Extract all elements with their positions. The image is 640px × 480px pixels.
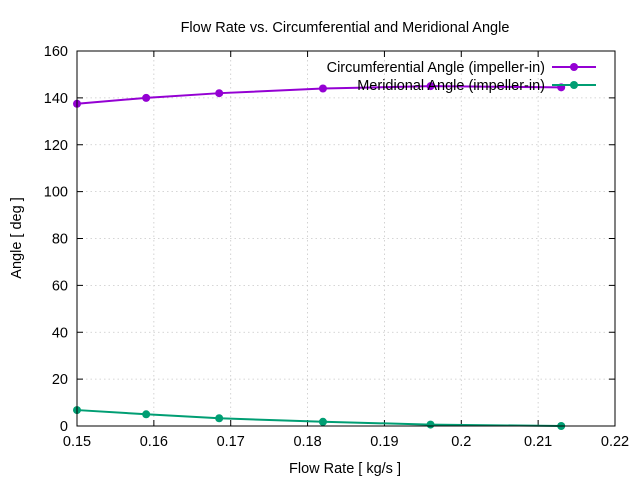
x-tick-label: 0.2 bbox=[451, 434, 471, 450]
y-tick-label: 80 bbox=[52, 232, 68, 248]
legend-marker bbox=[570, 63, 578, 71]
legend-label: Circumferential Angle (impeller-in) bbox=[327, 60, 545, 76]
series-2 bbox=[73, 406, 566, 430]
x-tick-label: 0.16 bbox=[140, 434, 168, 450]
axis-ticks: 0.15 0.16 0.17 0.18 0.19 0.2 0.21 0.22 0 20 40 60 80… bbox=[44, 44, 629, 450]
x-tick-label: 0.21 bbox=[524, 434, 552, 450]
grid-lines bbox=[77, 51, 615, 426]
series-line bbox=[76, 409, 562, 427]
data-point bbox=[142, 93, 151, 102]
y-tick-label: 120 bbox=[44, 138, 68, 154]
chart-title: Flow Rate vs. Circumferential and Meridi… bbox=[181, 20, 510, 36]
legend-label: Meridional Angle (impeller-in) bbox=[357, 78, 545, 94]
series-1 bbox=[73, 82, 566, 108]
data-point bbox=[215, 414, 224, 423]
data-point bbox=[142, 410, 151, 419]
y-tick-label: 100 bbox=[44, 185, 68, 201]
legend: Circumferential Angle (impeller-in) Merid… bbox=[327, 60, 596, 94]
series-layer bbox=[73, 82, 566, 430]
x-tick-label: 0.18 bbox=[293, 434, 321, 450]
x-tick-label: 0.19 bbox=[370, 434, 398, 450]
data-point bbox=[318, 417, 327, 426]
legend-marker bbox=[570, 81, 578, 89]
data-point bbox=[318, 84, 327, 93]
data-point bbox=[426, 420, 435, 429]
series-line bbox=[76, 85, 562, 105]
y-axis-label: Angle [ deg ] bbox=[9, 197, 25, 278]
x-tick-label: 0.17 bbox=[217, 434, 245, 450]
y-tick-label: 40 bbox=[52, 325, 68, 341]
y-tick-label: 160 bbox=[44, 44, 68, 60]
x-tick-label: 0.15 bbox=[63, 434, 91, 450]
x-axis-label: Flow Rate [ kg/s ] bbox=[289, 461, 401, 477]
y-tick-label: 20 bbox=[52, 372, 68, 388]
y-tick-label: 60 bbox=[52, 278, 68, 294]
data-point bbox=[426, 82, 435, 91]
plot-frame bbox=[76, 50, 616, 427]
data-point bbox=[215, 89, 224, 98]
x-tick-label: 0.22 bbox=[601, 434, 629, 450]
y-tick-label: 140 bbox=[44, 91, 68, 107]
y-tick-label: 0 bbox=[60, 419, 68, 435]
